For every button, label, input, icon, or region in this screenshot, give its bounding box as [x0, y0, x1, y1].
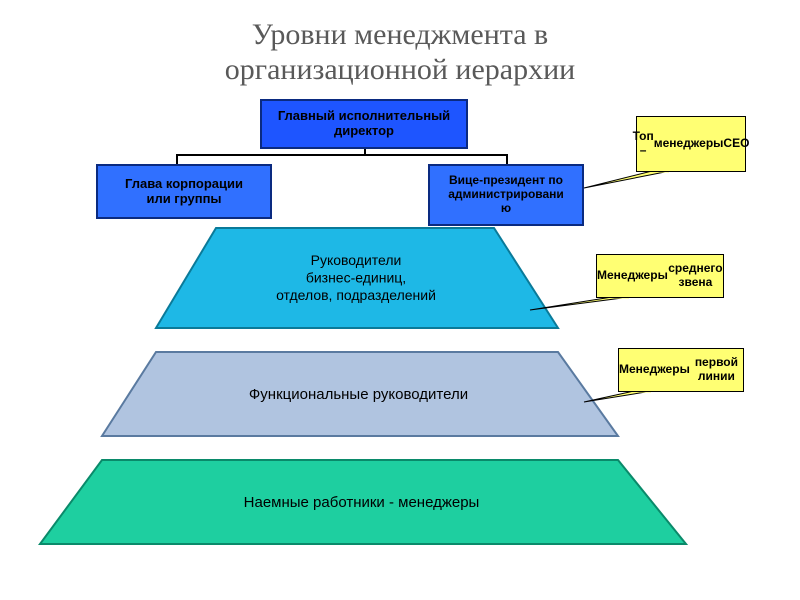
callout-first-line-managers: Менеджерыпервой линии	[618, 348, 744, 392]
box-vp-l2: администрировани	[448, 188, 564, 202]
callout-tail-1	[584, 171, 670, 188]
box-ceo-l2: директор	[334, 124, 394, 139]
title-line1: Уровни менеджмента в	[252, 18, 548, 51]
title-line2: организационной иерархии	[225, 53, 575, 86]
connector-left-down	[176, 154, 178, 164]
box-vp-l1: Вице-президент по	[449, 174, 563, 188]
callout-tail-2	[530, 297, 630, 310]
box-ceo: Главный исполнительный директор	[260, 99, 468, 149]
pyramid-level-3	[40, 460, 686, 544]
callout-top-managers: Топ –менеджерыCEO	[636, 116, 746, 172]
pyramid-level-3-text: Наемные работники - менеджеры	[244, 494, 480, 511]
box-head-l2: или группы	[146, 192, 221, 207]
pyramid-svg: Руководители бизнес-единиц,отделов, подра…	[0, 0, 800, 600]
pyramid-level-1-text: бизнес-единиц,	[306, 270, 406, 286]
connector-horizontal	[176, 154, 506, 156]
pyramid-level-1-text: Руководители	[311, 252, 402, 268]
box-head-l1: Глава корпорации	[125, 177, 243, 192]
box-ceo-l1: Главный исполнительный	[278, 109, 450, 124]
callout-middle-managers: Менеджерысреднего звена	[596, 254, 724, 298]
page-title: Уровни менеджмента в организационной иер…	[0, 18, 800, 87]
pyramid-level-1-text: отделов, подразделений	[276, 287, 436, 303]
box-vp-admin: Вице-президент по администрировани ю	[428, 164, 584, 226]
box-vp-l3: ю	[501, 202, 511, 216]
callout-tails	[0, 0, 800, 600]
pyramid-level-1	[156, 228, 558, 328]
pyramid-level-2-text: Функциональные руководители	[249, 386, 468, 403]
pyramid-level-2	[102, 352, 618, 436]
box-head-corp: Глава корпорации или группы	[96, 164, 272, 219]
callout-tail-3	[584, 391, 652, 402]
connector-right-down	[506, 154, 508, 164]
